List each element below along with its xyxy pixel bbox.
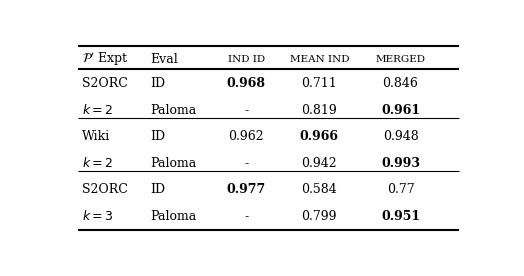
- Text: 0.711: 0.711: [301, 77, 337, 90]
- Text: 0.584: 0.584: [301, 183, 337, 196]
- Text: 0.942: 0.942: [301, 157, 337, 170]
- Text: ID: ID: [151, 183, 166, 196]
- Text: -: -: [244, 157, 248, 170]
- Text: 0.951: 0.951: [381, 210, 420, 223]
- Text: Eval: Eval: [151, 53, 179, 66]
- Text: Paloma: Paloma: [151, 157, 197, 170]
- Text: S2ORC: S2ORC: [82, 183, 128, 196]
- Text: 0.846: 0.846: [383, 77, 419, 90]
- Text: IND ID: IND ID: [227, 55, 265, 64]
- Text: 0.968: 0.968: [227, 77, 266, 90]
- Text: 0.77: 0.77: [387, 183, 414, 196]
- Text: $k = 3$: $k = 3$: [82, 209, 113, 223]
- Text: 0.948: 0.948: [383, 130, 418, 143]
- Text: 0.977: 0.977: [226, 183, 266, 196]
- Text: Wiki: Wiki: [82, 130, 110, 143]
- Text: $k = 2$: $k = 2$: [82, 156, 113, 170]
- Text: -: -: [244, 104, 248, 117]
- Text: 0.799: 0.799: [302, 210, 337, 223]
- Text: Paloma: Paloma: [151, 104, 197, 117]
- Text: 0.961: 0.961: [381, 104, 420, 117]
- Text: S2ORC: S2ORC: [82, 77, 128, 90]
- Text: $\mathcal{P}'$ Expt: $\mathcal{P}'$ Expt: [82, 51, 128, 68]
- Text: 0.962: 0.962: [228, 130, 264, 143]
- Text: 0.966: 0.966: [300, 130, 339, 143]
- Text: 0.819: 0.819: [301, 104, 337, 117]
- Text: $k = 2$: $k = 2$: [82, 103, 113, 117]
- Text: Paloma: Paloma: [151, 210, 197, 223]
- Text: -: -: [244, 210, 248, 223]
- Text: 0.993: 0.993: [381, 157, 420, 170]
- Text: MEAN IND: MEAN IND: [290, 55, 349, 64]
- Text: ID: ID: [151, 77, 166, 90]
- Text: ID: ID: [151, 130, 166, 143]
- Text: MERGED: MERGED: [376, 55, 425, 64]
